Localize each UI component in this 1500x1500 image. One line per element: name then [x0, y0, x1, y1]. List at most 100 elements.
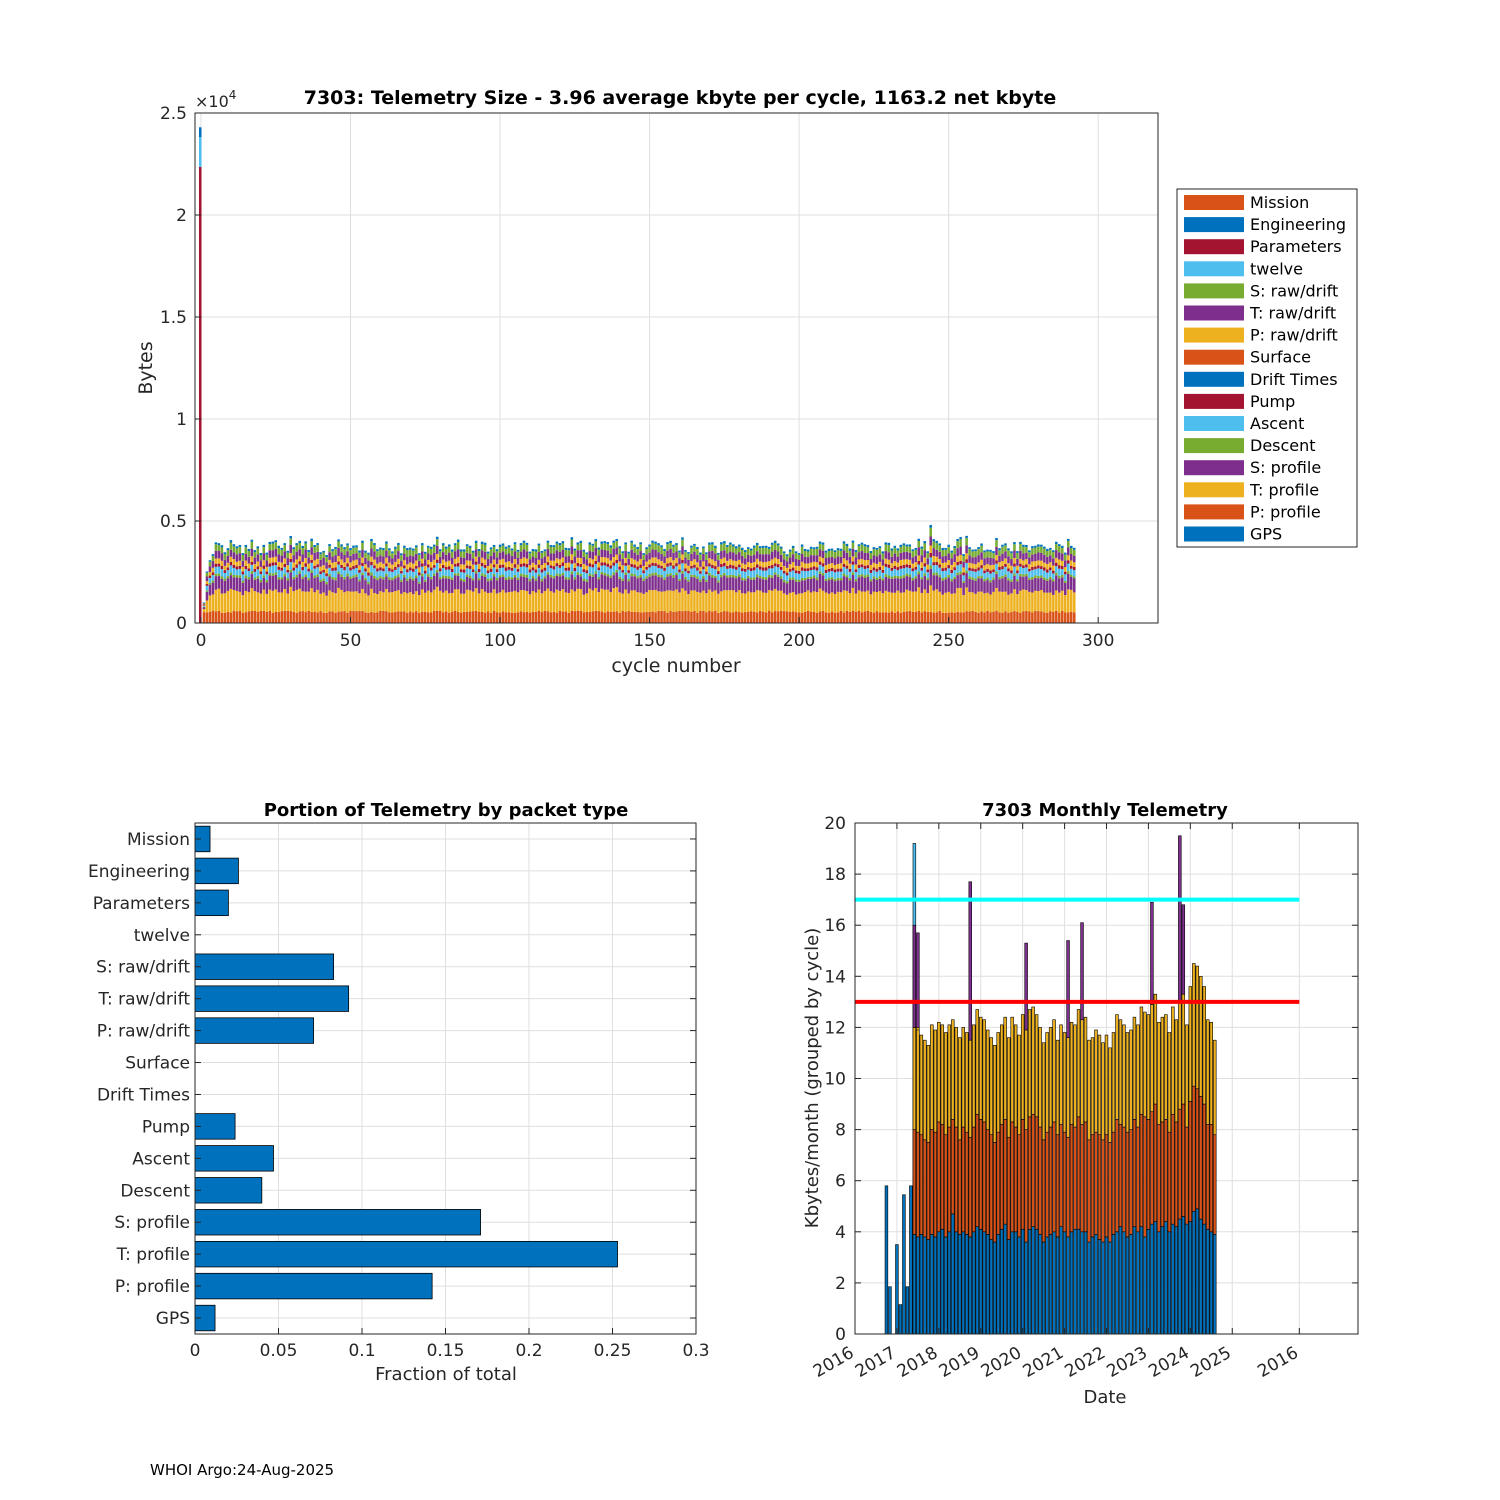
top-bar-segment [325, 555, 328, 558]
top-bar-segment [471, 569, 475, 572]
top-bar-segment [714, 590, 717, 611]
top-legend-swatch [1184, 371, 1244, 387]
top-bar-segment [534, 564, 538, 570]
top-bar-segment [747, 578, 750, 592]
top-bar-segment [400, 570, 403, 574]
top-bar-segment [633, 546, 636, 553]
top-bar-segment [468, 578, 472, 591]
top-bar-segment [415, 591, 418, 612]
top-bar-segment [986, 592, 989, 611]
top-bar-segment [447, 576, 451, 579]
top-bar-segment [343, 592, 346, 612]
monthly-bar-segment [954, 1126, 958, 1233]
top-bar-segment [424, 551, 427, 554]
top-bar-segment [397, 543, 400, 546]
top-bar-segment [785, 567, 789, 573]
top-bar-segment [812, 547, 816, 550]
top-bar-segment [678, 550, 681, 553]
monthly-bar-segment [947, 1024, 951, 1128]
top-bar-segment [696, 578, 699, 592]
top-bar-segment [833, 578, 837, 582]
top-bar-segment [980, 575, 983, 579]
top-bar-segment [292, 547, 295, 550]
top-bar-segment [223, 572, 227, 579]
top-bar-segment [905, 589, 909, 612]
top-bar-segment [432, 544, 436, 547]
top-bar-segment [202, 605, 206, 607]
top-bar-segment [1055, 566, 1058, 573]
top-bar-segment [441, 575, 445, 579]
monthly-bar-segment [982, 1231, 986, 1335]
top-bar-segment [1025, 559, 1028, 565]
top-bar-segment [253, 579, 257, 592]
top-bar-segment [708, 558, 711, 564]
top-bar-segment [965, 535, 968, 539]
top-bar-segment [947, 560, 950, 566]
top-bar-segment [977, 567, 980, 571]
top-bar-segment [920, 579, 924, 593]
top-bar-segment [929, 552, 932, 558]
top-bar-segment [986, 610, 989, 623]
top-bar-segment [723, 566, 726, 574]
top-bar-segment [456, 566, 460, 574]
top-bar-segment [791, 554, 795, 562]
top-bar-segment [265, 560, 269, 567]
top-bar-segment [872, 547, 876, 550]
top-bar-segment [489, 549, 493, 556]
top-bar-segment [950, 573, 953, 580]
top-bar-segment [803, 592, 807, 612]
top-bar-segment [540, 552, 544, 559]
top-bar-segment [747, 575, 750, 579]
top-bar-segment [869, 581, 873, 595]
top-bar-segment [421, 576, 424, 590]
top-bar-segment [708, 566, 711, 573]
top-bar-segment [929, 524, 932, 528]
top-bar-segment [1043, 612, 1046, 623]
top-bar-segment [250, 571, 254, 574]
top-bar-segment [471, 550, 475, 553]
top-bar-segment [573, 611, 577, 623]
top-bar-segment [989, 565, 992, 571]
top-bar-segment [747, 548, 750, 555]
top-bar-segment [1022, 546, 1025, 554]
top-bar-segment [373, 543, 376, 546]
top-bar-segment [977, 576, 980, 579]
top-bar-segment [229, 561, 233, 566]
top-bar-segment [714, 577, 717, 591]
top-bar-segment [501, 564, 505, 568]
top-bar-segment [923, 563, 926, 567]
top-bar-segment [902, 592, 906, 612]
monthly-bar-segment [965, 1234, 969, 1335]
top-bar-segment [845, 577, 849, 591]
top-bar-segment [570, 554, 574, 561]
top-bar-segment [1019, 543, 1022, 551]
top-bar-segment [648, 576, 651, 590]
top-bar-segment [438, 577, 442, 580]
top-bar-segment [693, 545, 696, 552]
top-bar-segment [764, 592, 768, 613]
top-bar-segment [400, 553, 403, 556]
top-bar-segment [902, 543, 906, 546]
top-bar-segment [343, 562, 346, 567]
top-bar-segment [208, 595, 212, 612]
top-bar-segment [926, 611, 929, 623]
top-bar-segment [214, 544, 218, 551]
top-bar-segment [744, 568, 747, 572]
top-bar-segment [1058, 568, 1061, 576]
top-bar-segment [723, 557, 726, 563]
top-bar-segment [262, 553, 266, 561]
top-bar-segment [869, 564, 873, 570]
top-bar-segment [340, 546, 343, 553]
monthly-bar-segment [937, 1231, 941, 1335]
top-bar-segment [1025, 552, 1028, 560]
monthly-bar-segment [944, 1032, 948, 1136]
top-bar-segment [370, 548, 373, 557]
top-bar-segment [256, 611, 260, 623]
top-bar-segment [794, 565, 798, 571]
top-bar-segment [480, 573, 484, 577]
top-bar-segment [992, 577, 995, 580]
top-bar-segment [567, 567, 571, 571]
monthly-bar-segment [1185, 1126, 1189, 1225]
top-bar-segment [271, 565, 275, 574]
top-bar-segment [298, 573, 301, 589]
